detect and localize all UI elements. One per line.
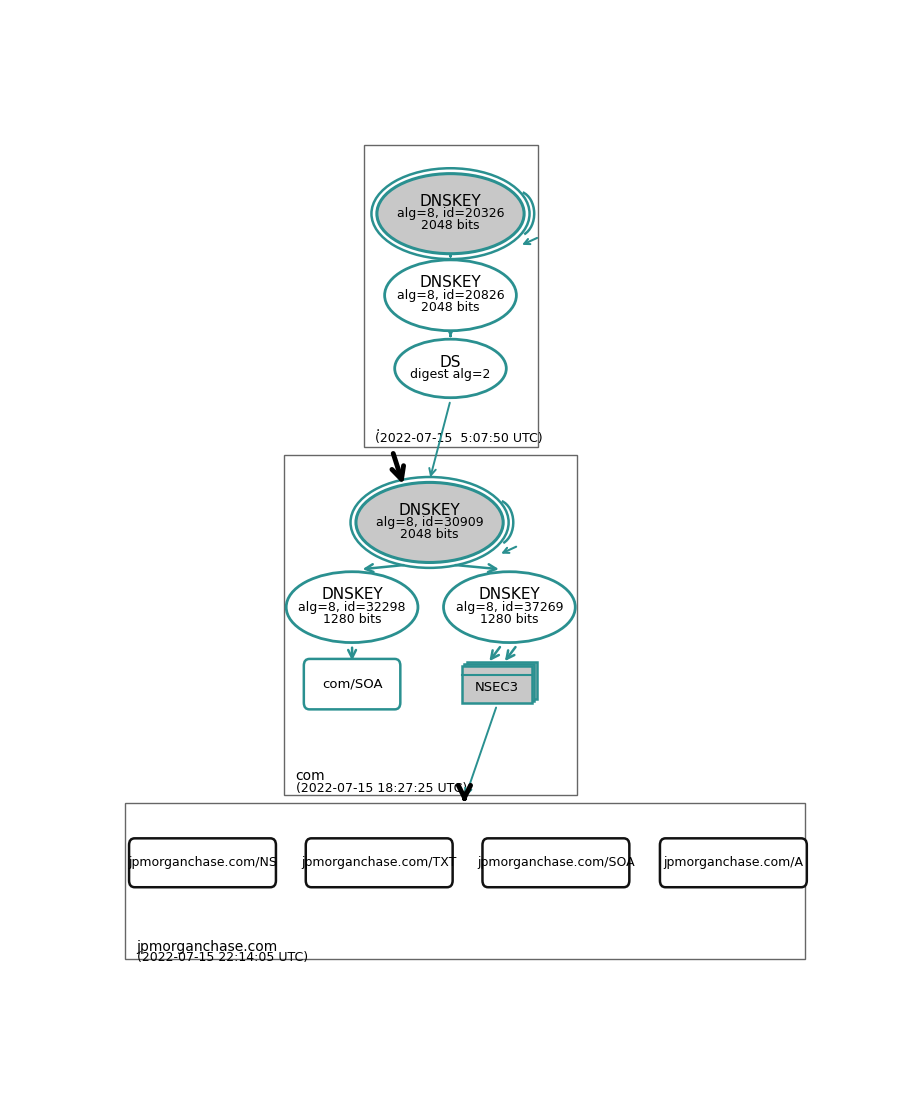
FancyBboxPatch shape: [463, 665, 532, 702]
Text: DNSKEY: DNSKEY: [479, 587, 541, 603]
FancyBboxPatch shape: [306, 838, 453, 887]
Text: 2048 bits: 2048 bits: [421, 220, 480, 233]
Text: jpmorganchase.com/TXT: jpmorganchase.com/TXT: [301, 857, 457, 870]
FancyBboxPatch shape: [464, 664, 534, 700]
Text: alg=8, id=20826: alg=8, id=20826: [396, 289, 504, 302]
Text: 2048 bits: 2048 bits: [400, 528, 459, 542]
Text: 2048 bits: 2048 bits: [421, 301, 480, 314]
Text: digest alg=2: digest alg=2: [410, 368, 491, 381]
Ellipse shape: [287, 572, 418, 642]
FancyBboxPatch shape: [129, 838, 276, 887]
Text: NSEC3: NSEC3: [475, 682, 519, 695]
Text: com: com: [296, 769, 325, 783]
Ellipse shape: [356, 482, 503, 562]
Ellipse shape: [385, 260, 516, 330]
Ellipse shape: [377, 174, 524, 254]
Text: DNSKEY: DNSKEY: [420, 276, 482, 291]
FancyBboxPatch shape: [467, 662, 537, 699]
Text: DNSKEY: DNSKEY: [399, 502, 461, 517]
Text: alg=8, id=32298: alg=8, id=32298: [298, 601, 405, 614]
Ellipse shape: [395, 339, 506, 398]
Text: .: .: [375, 420, 380, 434]
Text: DS: DS: [440, 354, 462, 370]
Text: DNSKEY: DNSKEY: [420, 194, 482, 209]
Text: (2022-07-15  5:07:50 UTC): (2022-07-15 5:07:50 UTC): [375, 431, 543, 444]
FancyBboxPatch shape: [304, 659, 400, 709]
Text: jpmorganchase.com/NS: jpmorganchase.com/NS: [128, 857, 277, 870]
Text: 1280 bits: 1280 bits: [323, 613, 381, 626]
Ellipse shape: [444, 572, 575, 642]
Text: (2022-07-15 18:27:25 UTC): (2022-07-15 18:27:25 UTC): [296, 782, 467, 795]
Text: 1280 bits: 1280 bits: [480, 613, 539, 626]
Text: alg=8, id=37269: alg=8, id=37269: [455, 601, 563, 614]
FancyBboxPatch shape: [660, 838, 807, 887]
Text: jpmorganchase.com/A: jpmorganchase.com/A: [663, 857, 804, 870]
FancyBboxPatch shape: [483, 838, 629, 887]
Text: jpmorganchase.com: jpmorganchase.com: [137, 940, 278, 954]
Text: jpmorganchase.com/SOA: jpmorganchase.com/SOA: [477, 857, 635, 870]
Text: alg=8, id=20326: alg=8, id=20326: [396, 207, 504, 220]
Text: (2022-07-15 22:14:05 UTC): (2022-07-15 22:14:05 UTC): [137, 952, 307, 964]
Text: DNSKEY: DNSKEY: [321, 587, 383, 603]
Text: com/SOA: com/SOA: [322, 677, 383, 690]
Text: alg=8, id=30909: alg=8, id=30909: [375, 516, 483, 528]
